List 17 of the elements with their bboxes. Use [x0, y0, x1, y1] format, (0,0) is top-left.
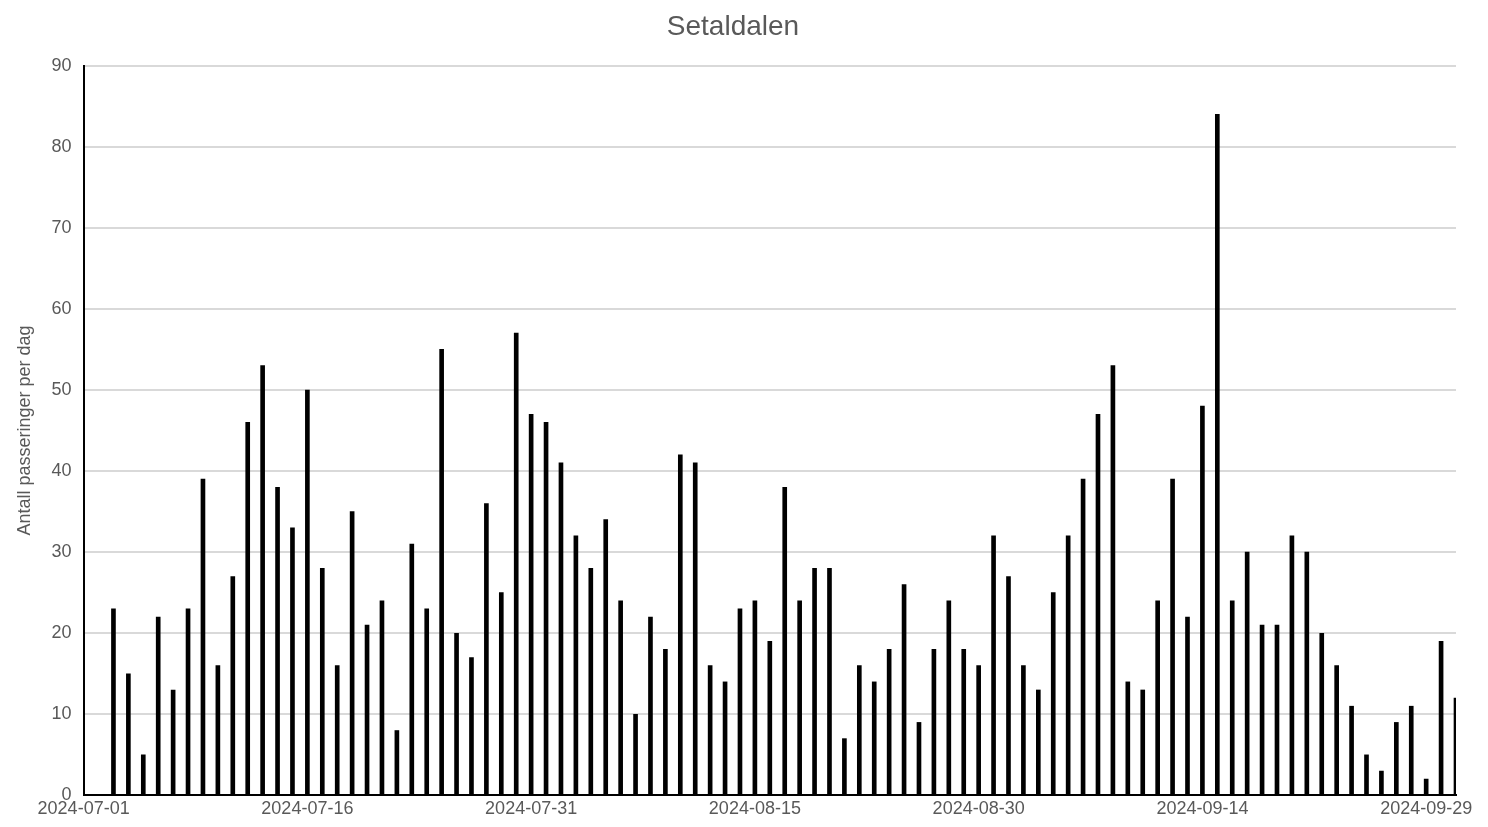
y-axis-title: Antall passeringer per dag [13, 325, 34, 536]
x-tick-label: 2024-09-29 [1380, 798, 1473, 819]
y-tick-label: 20 [51, 622, 72, 643]
y-tick-label: 30 [51, 541, 72, 562]
y-tick-label: 50 [51, 378, 72, 399]
y-tick-label: 90 [51, 54, 72, 75]
chart-title: Setaldalen [666, 9, 800, 41]
y-tick-label: 70 [51, 216, 72, 237]
y-tick-label: 80 [51, 135, 72, 156]
y-tick-label: 60 [51, 297, 72, 318]
x-tick-label: 2024-07-16 [261, 798, 354, 819]
x-tick-label: 2024-09-14 [1156, 798, 1249, 819]
x-tick-label: 2024-08-15 [708, 798, 801, 819]
y-tick-label: 40 [51, 460, 72, 481]
x-tick-label: 2024-08-30 [932, 798, 1025, 819]
x-tick-label: 2024-07-31 [485, 798, 578, 819]
y-tick-label: 10 [51, 703, 72, 724]
